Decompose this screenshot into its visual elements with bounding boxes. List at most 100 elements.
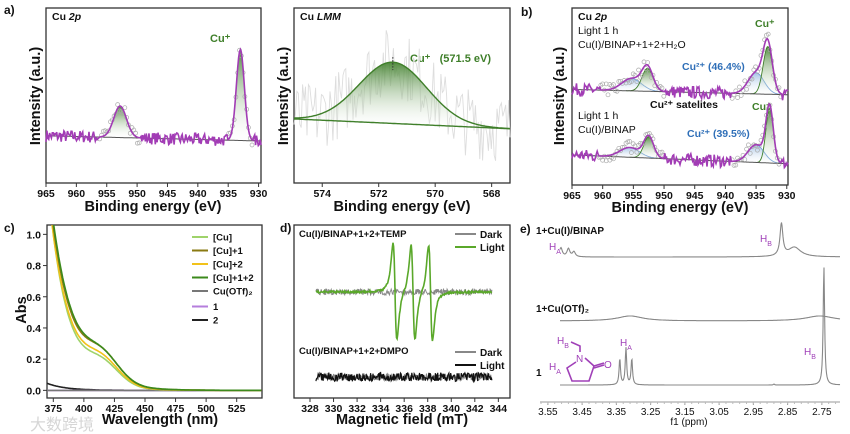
raw-data-point: [106, 128, 112, 134]
y-axis-title: Intensity (a.u.): [552, 47, 568, 145]
x-axis-tick-label: 338: [419, 403, 437, 415]
x-axis-tick-label: 334: [372, 403, 390, 415]
legend-label: 1: [213, 302, 219, 313]
y-axis-tick-label: 0.0: [26, 385, 41, 397]
label-hb-top: HB: [760, 234, 772, 248]
component-fill: [592, 78, 671, 92]
chart-b-cu2p-light: Cu 2p Light 1 h Cu(I)/BINAP+1+2+H₂O Cu⁺ …: [552, 7, 796, 216]
nmr-trace-2: [560, 267, 841, 386]
raw-data-point: [747, 150, 753, 156]
chart-d-epr: Cu(I)/BINAP+1+2+TEMP Cu(I)/BINAP+1+2+DMP…: [293, 224, 511, 428]
raw-data-point: [600, 81, 605, 87]
legend-label: [Cu]+1+2: [213, 273, 254, 284]
raw-data-point: [755, 147, 760, 153]
x-axis-tick-label: 500: [197, 403, 215, 415]
x-axis-tick-label: 340: [442, 403, 460, 415]
raw-data-point: [744, 86, 749, 92]
atom-n: N: [576, 354, 583, 365]
label-top-cu-plus: Cu⁺: [755, 18, 775, 30]
x-axis-tick-label: 945: [159, 188, 177, 200]
component-fill: [95, 106, 146, 139]
raw-data-point: [744, 146, 749, 152]
raw-data-point: [136, 140, 142, 146]
legend-label: Dark: [480, 348, 503, 359]
x-axis-tick-label: 945: [686, 190, 704, 202]
chart-title: Cu LMM: [300, 11, 341, 23]
chart-title: Cu 2p: [578, 11, 608, 23]
x-axis-tick-label: 965: [37, 188, 55, 200]
label-ha-molecule: HA: [549, 362, 561, 376]
x-axis-tick-label: 375: [45, 403, 63, 415]
legend-label: [Cu]+2: [213, 260, 243, 271]
raw-data-point: [639, 73, 645, 78]
raw-data-point: [614, 88, 620, 94]
legend-label: [Cu]: [213, 233, 232, 244]
y-axis-title: Intensity (a.u.): [28, 47, 44, 145]
raw-data-point: [738, 93, 744, 98]
y-axis-title: Abs: [14, 296, 30, 323]
raw-data-point: [765, 31, 771, 37]
x-axis-tick-label: 525: [228, 403, 246, 415]
nmr-trace-0: [559, 222, 840, 258]
component-fill: [629, 136, 669, 159]
molecule-structure: N O HB HA: [549, 336, 612, 382]
raw-data-point: [627, 139, 632, 144]
raw-data-point: [735, 95, 740, 100]
label-bottom-condition: Light 1 h: [578, 110, 618, 122]
baseline-line: [294, 118, 511, 130]
series-line-light: [315, 242, 493, 342]
legend-label: 2: [213, 316, 218, 327]
x-axis-tick-label: 3.45: [572, 407, 592, 418]
trace-label-cu-binap: 1+Cu(I)/BINAP: [536, 226, 604, 237]
label-ha-top: HA: [549, 242, 561, 256]
raw-data-point: [733, 162, 739, 168]
group-title-temp: Cu(I)/BINAP+1+2+TEMP: [299, 229, 407, 240]
x-axis-tick-label: 574: [313, 188, 331, 200]
label-satellites: Cu²⁺ satelites: [650, 99, 718, 111]
x-axis-tick-label: 568: [483, 188, 501, 200]
x-axis-tick-label: 930: [250, 188, 268, 200]
chart-e-nmr: 1+Cu(I)/BINAP 1+Cu(OTf)₂ 1 HA HB HA HB N…: [536, 222, 841, 428]
x-axis-tick-label: 336: [395, 403, 413, 415]
x-axis-title: Binding energy (eV): [85, 199, 222, 215]
raw-data-point: [731, 163, 737, 168]
x-axis-tick-label: 965: [563, 190, 581, 202]
x-axis-title: Binding energy (eV): [612, 200, 749, 216]
plot-frame: [45, 7, 262, 184]
component-fill: [725, 72, 788, 95]
raw-data-point: [756, 143, 762, 149]
x-axis-tick-label: 475: [167, 403, 185, 415]
plot-frame: [46, 224, 263, 399]
x-axis-tick-label: 3.35: [607, 407, 627, 418]
label-top-cu-2plus: Cu²⁺ (46.4%): [682, 61, 745, 73]
group-title-dmpo: Cu(I)/BINAP+1+2+DMPO: [299, 346, 409, 357]
label-top-sample: Cu(I)/BINAP+1+2+H₂O: [578, 39, 686, 51]
label-hb-molecule: HB: [557, 336, 569, 350]
panel-label-c: c): [4, 221, 15, 235]
component-fill: [755, 108, 784, 164]
raw-data-point: [742, 157, 748, 162]
legend-label: Light: [480, 361, 505, 372]
raw-data-point: [616, 79, 622, 84]
x-axis-tick-label: 328: [301, 403, 319, 415]
y-axis-tick-label: 1.0: [26, 229, 41, 241]
raw-data-point: [115, 102, 121, 107]
fit-envelope-line: [45, 47, 262, 148]
peak-fill: [294, 62, 510, 129]
raw-data-point: [742, 78, 748, 84]
x-axis-tick-label: 935: [219, 188, 237, 200]
x-axis-tick-label: 950: [655, 190, 673, 202]
raw-data-point: [661, 93, 667, 99]
label-top-condition: Light 1 h: [578, 25, 618, 37]
y-axis-tick-label: 0.8: [26, 261, 41, 273]
atom-o: O: [604, 360, 612, 371]
component-fill: [725, 144, 788, 164]
raw-data-point: [135, 140, 140, 146]
x-axis-tick-label: 940: [189, 188, 207, 200]
raw-data-point: [737, 84, 742, 90]
x-axis-tick-label: 344: [490, 403, 508, 415]
chart-a-culmm: Cu LMM Cu⁺ (571.5 eV) Binding energy (eV…: [276, 7, 511, 215]
x-axis-tick-label: 330: [325, 403, 343, 415]
watermark: 大数跨境: [30, 415, 94, 434]
label-bottom-sample: Cu(I)/BINAP: [578, 124, 636, 136]
